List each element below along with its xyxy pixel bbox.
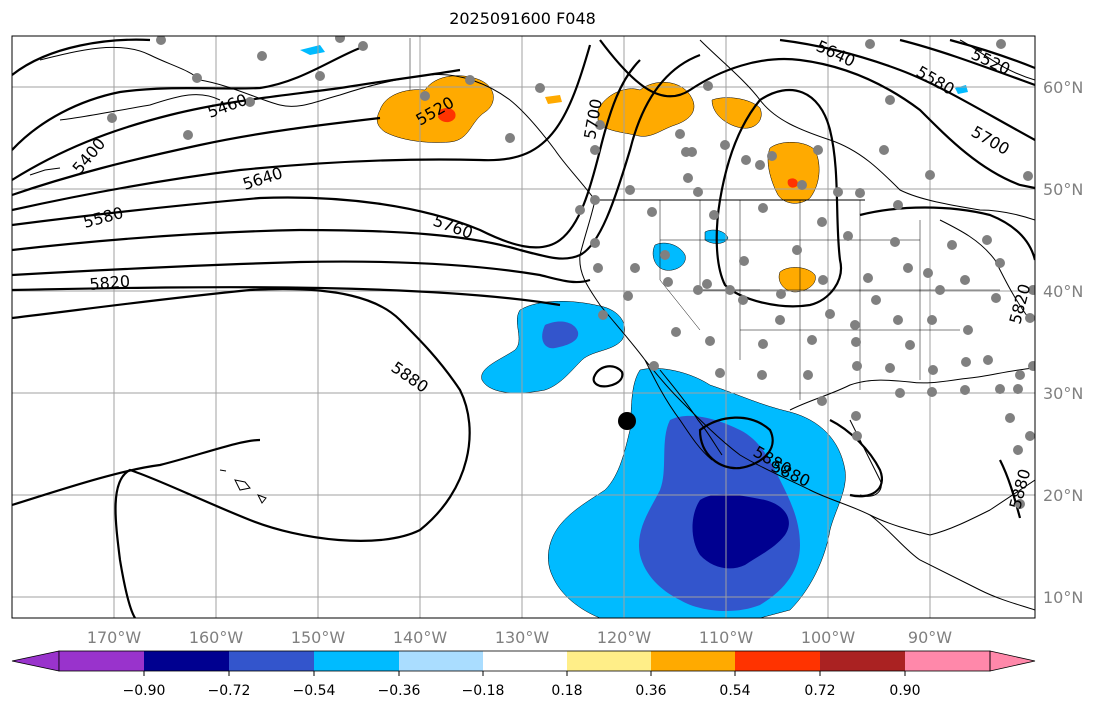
colorbar-segment bbox=[820, 651, 905, 671]
colorbar-segment bbox=[399, 651, 483, 671]
colorbar-segment bbox=[144, 651, 229, 671]
colorbar-label: −0.54 bbox=[293, 683, 336, 699]
colorbar-extend-high bbox=[989, 650, 1036, 672]
lon-tick-label: 150°W bbox=[291, 628, 346, 647]
colorbar-segment bbox=[314, 651, 399, 671]
lon-tick-label: 130°W bbox=[495, 628, 550, 647]
colorbar-label: −0.72 bbox=[208, 683, 251, 699]
positive-anomaly-region bbox=[711, 97, 762, 129]
negative-anomaly-region bbox=[692, 494, 789, 569]
location-marker bbox=[618, 412, 636, 430]
lat-tick-label: 50°N bbox=[1043, 180, 1083, 199]
graticule bbox=[12, 36, 1035, 618]
colorbar-label: 0.18 bbox=[551, 683, 582, 699]
coastlines bbox=[29, 39, 1035, 611]
colorbar-segment bbox=[229, 651, 314, 671]
lon-tick-label: 90°W bbox=[908, 628, 952, 647]
positive-anomaly-region bbox=[376, 75, 494, 143]
lat-tick-label: 20°N bbox=[1043, 486, 1083, 505]
map-title: 2025091600 F048 bbox=[449, 9, 596, 28]
colorbar: −0.90 −0.72 −0.54 −0.36 −0.18 0.18 0.36 … bbox=[11, 650, 1036, 699]
contour-label: 5820 bbox=[89, 272, 131, 294]
colorbar-segment bbox=[567, 651, 651, 671]
lon-tick-label: 140°W bbox=[393, 628, 448, 647]
positive-anomaly-region bbox=[778, 267, 816, 293]
latitude-labels: 60°N 50°N 40°N 30°N 20°N 10°N bbox=[1043, 78, 1083, 607]
lon-tick-label: 120°W bbox=[597, 628, 652, 647]
colorbar-label: −0.36 bbox=[378, 683, 421, 699]
colorbar-segment bbox=[735, 651, 820, 671]
colorbar-label: −0.90 bbox=[123, 683, 166, 699]
colorbar-segment bbox=[905, 651, 990, 671]
negative-anomaly-region bbox=[300, 45, 325, 55]
station-dots bbox=[107, 36, 1035, 509]
lon-tick-label: 100°W bbox=[801, 628, 856, 647]
lat-tick-label: 10°N bbox=[1043, 588, 1083, 607]
colorbar-label: 0.90 bbox=[889, 683, 920, 699]
colorbar-segment bbox=[651, 651, 735, 671]
colorbar-ticks bbox=[143, 671, 906, 676]
map-frame bbox=[11, 35, 1036, 619]
state-borders bbox=[409, 38, 1000, 400]
lon-tick-label: 160°W bbox=[189, 628, 244, 647]
colorbar-extend-low bbox=[11, 650, 60, 672]
colorbar-segment bbox=[59, 651, 144, 671]
longitude-labels: 170°W 160°W 150°W 140°W 130°W 120°W 110°… bbox=[87, 628, 952, 647]
colorbar-segment bbox=[483, 651, 567, 671]
positive-anomaly-region bbox=[767, 142, 820, 204]
colorbar-label: 0.36 bbox=[635, 683, 666, 699]
lat-tick-label: 60°N bbox=[1043, 78, 1083, 97]
lat-tick-label: 30°N bbox=[1043, 384, 1083, 403]
positive-anomaly-region bbox=[545, 95, 562, 104]
lon-tick-label: 170°W bbox=[87, 628, 142, 647]
lat-tick-label: 40°N bbox=[1043, 282, 1083, 301]
colorbar-label: −0.18 bbox=[462, 683, 505, 699]
positive-anomaly-region bbox=[787, 178, 798, 188]
positive-anomaly-region bbox=[438, 107, 456, 123]
colorbar-label: 0.54 bbox=[719, 683, 750, 699]
negative-anomaly-region bbox=[542, 321, 579, 349]
lon-tick-label: 110°W bbox=[699, 628, 754, 647]
colorbar-label: 0.72 bbox=[804, 683, 835, 699]
